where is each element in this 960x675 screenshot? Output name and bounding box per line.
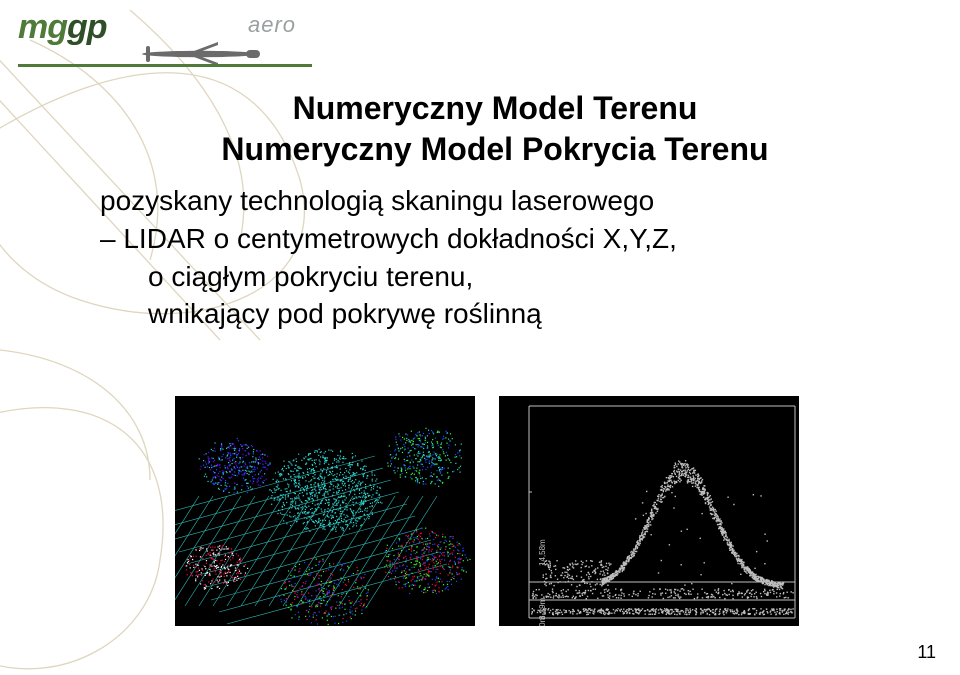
bullet-line-2-text: LIDAR o centymetrowych dokładności X,Y,Z… — [123, 223, 677, 254]
bullet-line-2: LIDAR o centymetrowych dokładności X,Y,Z… — [100, 220, 900, 258]
logo-part2: gp — [67, 8, 107, 46]
figure-pointcloud — [175, 396, 475, 626]
logo: mggp aero — [18, 10, 248, 68]
figure-crosssection: 3,60m 3,39m 14,58m — [499, 396, 799, 626]
logo-text: mggp — [18, 8, 107, 46]
slide: mggp aero Numeryczny Model Terenu Numery… — [0, 0, 960, 675]
content-block: Numeryczny Model Terenu Numeryczny Model… — [90, 90, 900, 333]
bullet-line-3: o ciągłym pokryciu terenu, — [148, 258, 900, 296]
crosssection-svg: 3,60m 3,39m 14,58m — [499, 396, 799, 626]
slide-title: Numeryczny Model Terenu — [90, 90, 900, 127]
figures-row: 3,60m 3,39m 14,58m — [175, 396, 805, 626]
logo-sub: aero — [248, 12, 296, 38]
pointcloud-svg — [175, 396, 475, 626]
bullet-line-1: pozyskany technologią skaningu laseroweg… — [100, 182, 900, 220]
logo-part1: mg — [18, 8, 67, 46]
bullet-line-4: wnikający pod pokrywę roślinną — [148, 295, 900, 333]
slide-subtitle: Numeryczny Model Pokrycia Terenu — [90, 131, 900, 168]
header-rule — [18, 64, 312, 67]
page-number: 11 — [917, 642, 936, 663]
bullet-list: pozyskany technologią skaningu laseroweg… — [90, 182, 900, 333]
